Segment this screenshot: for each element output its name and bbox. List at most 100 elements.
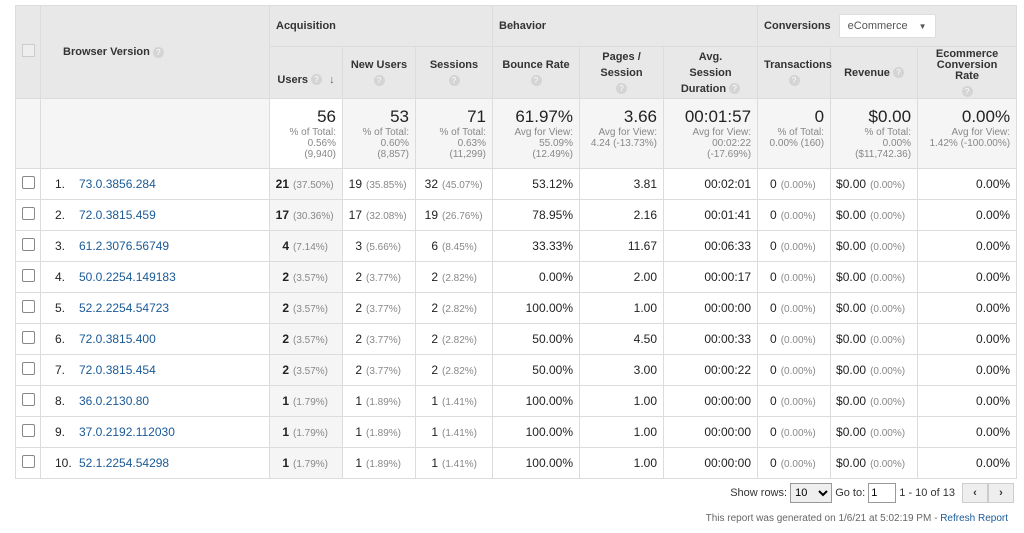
value: $0.00 [836, 270, 867, 284]
row-select [15, 385, 41, 417]
users-cell: 21 (37.50%) [269, 168, 343, 200]
value: 0 [770, 394, 777, 408]
row-checkbox[interactable] [22, 176, 35, 189]
sessions-cell: 2 (2.82%) [415, 354, 493, 386]
total-detail: Avg for View: [951, 127, 1011, 138]
col-pages-session[interactable]: Pages / Session ? [579, 46, 664, 99]
row-number: 10. [55, 456, 72, 470]
percent: (2.82%) [442, 366, 478, 377]
help-icon[interactable]: ? [530, 75, 542, 87]
users-cell: 2 (3.57%) [269, 292, 343, 324]
bounce-rate-cell: 50.00% [492, 354, 580, 386]
row-select [15, 168, 41, 200]
row-checkbox[interactable] [22, 331, 35, 344]
users-cell: 1 (1.79%) [269, 447, 343, 479]
percent: (0.00%) [870, 366, 906, 377]
col-ecr[interactable]: Ecommerce Conversion Rate? [917, 46, 1018, 99]
help-icon[interactable]: ? [152, 46, 164, 58]
percent: (26.76%) [442, 211, 483, 222]
percent: (3.57%) [293, 366, 329, 377]
row-number: 7. [55, 363, 66, 377]
row-checkbox[interactable] [22, 207, 35, 220]
row-checkbox[interactable] [22, 238, 35, 251]
conversions-label: Conversions [764, 20, 831, 32]
total-detail: Avg for View: [514, 127, 573, 138]
pages-session-cell: 3.81 [579, 168, 664, 200]
transactions-cell: 0 (0.00%) [757, 354, 832, 386]
avg-duration-cell: 00:00:00 [662, 447, 759, 479]
row-checkbox[interactable] [22, 455, 35, 468]
select-all-checkbox[interactable] [22, 44, 35, 57]
browser-version-link[interactable]: 72.0.3815.454 [79, 363, 156, 377]
total-detail: 0.00% [882, 138, 912, 149]
totals-blank [40, 98, 270, 169]
next-page-button[interactable]: › [988, 483, 1014, 503]
col-users[interactable]: Users ? ↓ [269, 46, 343, 99]
row-checkbox[interactable] [22, 269, 35, 282]
percent: (1.41%) [442, 428, 478, 439]
row-checkbox[interactable] [22, 424, 35, 437]
help-icon[interactable]: ? [961, 85, 973, 97]
total-detail: % of Total: [864, 127, 912, 138]
transactions-cell: 0 (0.00%) [757, 292, 832, 324]
browser-version-link[interactable]: 73.0.3856.284 [79, 177, 156, 191]
transactions-cell: 0 (0.00%) [757, 385, 832, 417]
conversion-type-value: eCommerce [847, 20, 908, 32]
show-rows-select[interactable]: 10 [790, 483, 833, 503]
transactions-cell: 0 (0.00%) [757, 261, 832, 293]
prev-page-button[interactable]: ‹ [962, 483, 988, 503]
help-icon[interactable]: ? [616, 83, 627, 95]
total-detail: 55.09% (12.49%) [532, 138, 573, 160]
percent: (0.00%) [780, 397, 816, 408]
total-value: $0.00 [868, 107, 912, 126]
col-avg-duration[interactable]: Avg. Session Duration ? [662, 46, 759, 99]
row-checkbox[interactable] [22, 362, 35, 375]
help-icon[interactable]: ? [892, 67, 904, 79]
goto-input[interactable] [868, 483, 897, 503]
sessions-cell: 2 (2.82%) [415, 292, 493, 324]
ecr-cell: 0.00% [917, 261, 1018, 293]
sessions-cell: 2 (2.82%) [415, 323, 493, 355]
value: 2 [431, 363, 438, 377]
ecr-cell: 0.00% [917, 416, 1018, 448]
avg-duration-cell: 00:02:01 [662, 168, 759, 200]
dimension-header[interactable]: Browser Version ? [40, 5, 270, 99]
sessions-cell: 1 (1.41%) [415, 447, 493, 479]
browser-version-link[interactable]: 37.0.2192.112030 [79, 425, 175, 439]
table-row: 4. 50.0.2254.149183 2 (3.57%) 2 (3.77%) 2 (2… [15, 261, 1018, 293]
refresh-report-link[interactable]: Refresh Report [940, 513, 1008, 524]
total-value: 0 [814, 107, 825, 126]
col-new-users[interactable]: New Users? [342, 46, 416, 99]
value: $0.00 [836, 456, 867, 470]
total-detail: 0.63% [457, 138, 486, 149]
browser-version-link[interactable]: 52.1.2254.54298 [79, 456, 170, 470]
percent: (1.89%) [366, 428, 402, 439]
row-checkbox[interactable] [22, 300, 35, 313]
percent: (2.82%) [442, 304, 478, 315]
sort-desc-icon[interactable]: ↓ [329, 73, 335, 86]
col-sessions[interactable]: Sessions? [415, 46, 493, 99]
help-icon[interactable]: ? [788, 75, 800, 87]
percent: (0.00%) [870, 397, 906, 408]
conversion-type-dropdown[interactable]: eCommerce ▼ [838, 14, 936, 38]
browser-version-link[interactable]: 72.0.3815.400 [79, 332, 156, 346]
browser-version-link[interactable]: 72.0.3815.459 [79, 208, 156, 222]
browser-version-link[interactable]: 61.2.3076.56749 [79, 239, 170, 253]
row-number: 3. [55, 239, 66, 253]
bounce-rate-cell: 53.12% [492, 168, 580, 200]
col-revenue[interactable]: Revenue ? [830, 46, 919, 99]
help-icon[interactable]: ? [311, 74, 323, 86]
help-icon[interactable]: ? [448, 75, 460, 87]
col-bounce-rate[interactable]: Bounce Rate? [492, 46, 580, 99]
transactions-cell: 0 (0.00%) [757, 168, 832, 200]
browser-version-link[interactable]: 52.2.2254.54723 [79, 301, 170, 315]
browser-version-link[interactable]: 36.0.2130.80 [79, 394, 150, 408]
bounce-rate-cell: 100.00% [492, 416, 580, 448]
help-icon[interactable]: ? [373, 75, 385, 87]
browser-version-link[interactable]: 50.0.2254.149183 [79, 270, 176, 284]
total-detail: ($11,742.36) [855, 149, 912, 160]
row-checkbox[interactable] [22, 393, 35, 406]
help-icon[interactable]: ? [729, 83, 741, 95]
total-users: 56% of Total: 0.56% (9,940) [269, 98, 343, 169]
col-transactions[interactable]: Transactions? [757, 46, 832, 99]
